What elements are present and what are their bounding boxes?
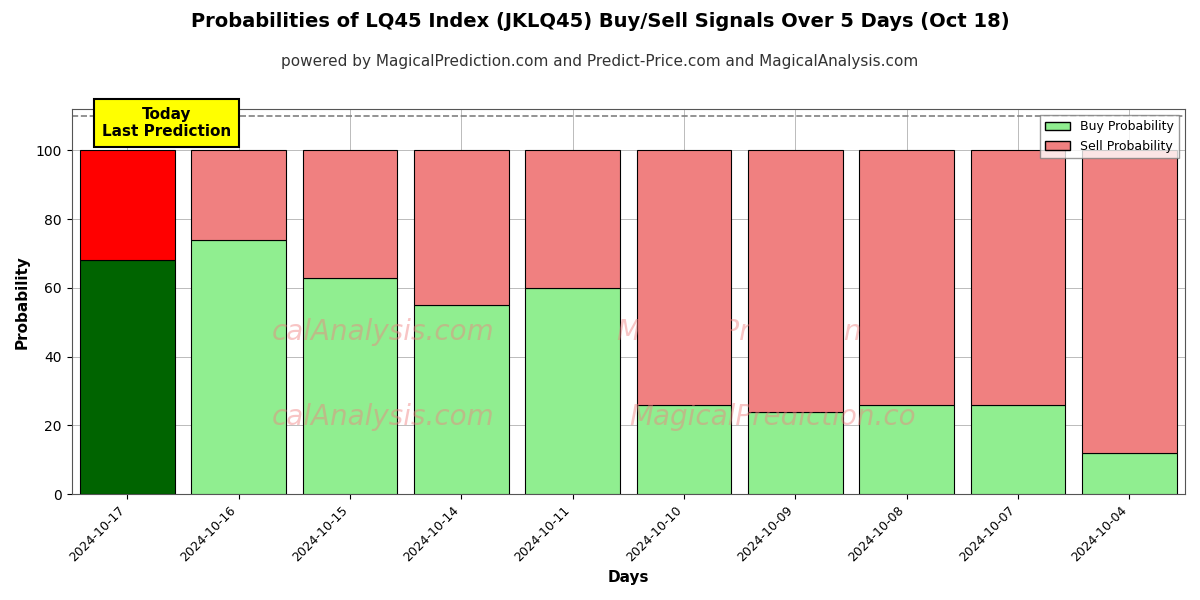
Bar [191,150,286,240]
Bar [748,150,842,412]
Text: MagicalPrediction.com: MagicalPrediction.com [617,319,930,346]
Legend: Buy Probability, Sell Probability: Buy Probability, Sell Probability [1040,115,1178,158]
Bar [302,278,397,494]
Text: Today
Last Prediction: Today Last Prediction [102,107,230,139]
Bar [526,288,620,494]
Bar [80,150,175,260]
Bar [191,240,286,494]
Bar [414,305,509,494]
Bar [748,412,842,494]
Bar [1082,453,1177,494]
Text: calAnalysis.com: calAnalysis.com [272,403,494,431]
Text: MagicalPrediction.co: MagicalPrediction.co [630,403,917,431]
Bar [526,150,620,288]
Bar [859,405,954,494]
Bar [859,150,954,405]
Bar [637,405,731,494]
Text: calAnalysis.com: calAnalysis.com [272,319,494,346]
Text: powered by MagicalPrediction.com and Predict-Price.com and MagicalAnalysis.com: powered by MagicalPrediction.com and Pre… [281,54,919,69]
Bar [971,150,1066,405]
Bar [302,150,397,278]
Bar [637,150,731,405]
Text: Probabilities of LQ45 Index (JKLQ45) Buy/Sell Signals Over 5 Days (Oct 18): Probabilities of LQ45 Index (JKLQ45) Buy… [191,12,1009,31]
Bar [414,150,509,305]
Y-axis label: Probability: Probability [16,254,30,349]
Bar [1082,150,1177,453]
Bar [971,405,1066,494]
X-axis label: Days: Days [607,570,649,585]
Bar [80,260,175,494]
